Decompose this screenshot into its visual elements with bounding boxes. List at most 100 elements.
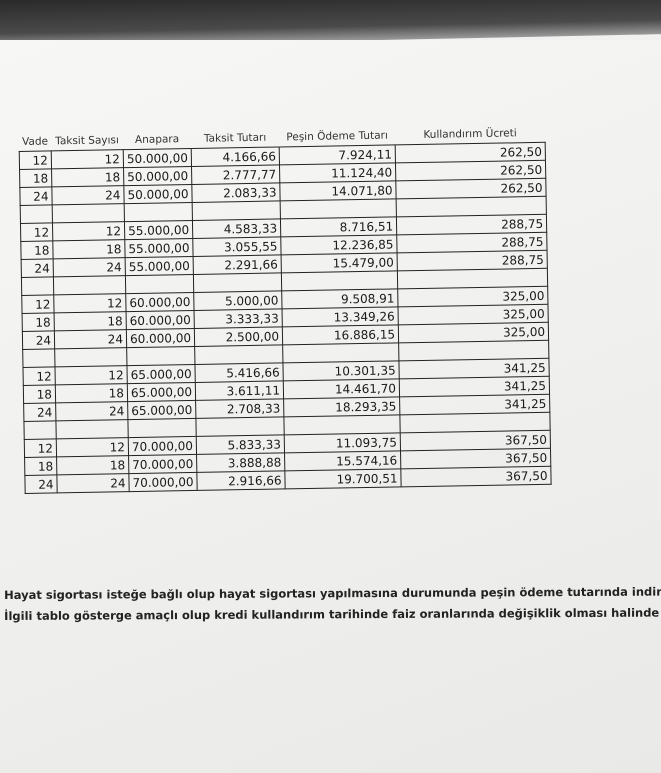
table-cell: 24	[21, 258, 54, 278]
table-cell: 3.888,88	[196, 452, 285, 473]
column-header: Taksit Tutarı	[203, 131, 267, 145]
table-cell: 60.000,00	[126, 328, 195, 348]
table-cell: 2.916,66	[196, 470, 286, 491]
table-cell: 24	[19, 186, 53, 206]
table-cell: 18	[52, 239, 126, 259]
empty-cell	[54, 347, 127, 367]
table-cell: 4.583,33	[192, 218, 281, 239]
table-cell: 12	[19, 150, 52, 170]
table-cell: 24	[53, 257, 126, 277]
empty-cell	[283, 414, 401, 435]
table-cell: 12	[24, 438, 57, 458]
empty-cell	[126, 346, 196, 366]
table-cell: 18	[54, 311, 127, 331]
column-header: Peşin Ödeme Tutarı	[286, 129, 388, 144]
empty-cell	[55, 419, 129, 439]
column-header: Taksit Sayısı	[55, 134, 119, 148]
table-cell: 18	[20, 240, 54, 260]
table-cell: 12	[21, 294, 55, 314]
table-cell: 15.479,00	[281, 252, 398, 273]
empty-cell	[52, 203, 125, 223]
empty-cell	[125, 274, 194, 294]
paper: Vade Taksit Sayısı Anapara Taksit Tutarı Peş…	[0, 40, 661, 773]
table-cell: 24	[54, 329, 127, 349]
table-cell: 18	[56, 455, 129, 475]
table-cell: 13.349,26	[282, 306, 399, 327]
table-cell: 24	[56, 473, 130, 493]
notes: Hayat sigortası isteğe bağlı olup hayat …	[4, 582, 661, 627]
table-cell: 24	[23, 402, 56, 422]
table-cell: 50.000,00	[123, 166, 192, 186]
table-cell: 367,50	[400, 466, 552, 487]
table-cell: 60.000,00	[125, 292, 195, 312]
table-cell: 65.000,00	[127, 382, 196, 402]
table-cell: 50.000,00	[123, 148, 192, 168]
empty-cell	[22, 348, 55, 368]
column-header: Vade	[21, 135, 49, 148]
table-body: 12 12 50.000,00 4.166,66 7.924,11 262,50 18 18 5…	[19, 142, 552, 494]
table-cell: 12	[20, 222, 53, 242]
table-cell: 14.461,70	[283, 378, 400, 399]
table-cell: 18	[19, 168, 52, 188]
table-cell: 2.777,77	[191, 164, 280, 185]
table-cell: 18	[55, 383, 128, 403]
table-cell: 12.236,85	[280, 234, 398, 255]
empty-cell	[192, 200, 281, 221]
empty-cell	[195, 416, 285, 437]
table-cell: 24	[51, 185, 125, 205]
table-cell: 70.000,00	[128, 472, 198, 492]
table-cell: 18	[22, 312, 55, 332]
table-cell: 2.500,00	[194, 326, 283, 347]
empty-cell	[280, 198, 397, 219]
table-cell: 18	[51, 167, 124, 187]
table-cell: 14.071,80	[279, 180, 397, 201]
table-cell: 70.000,00	[128, 454, 197, 474]
table-cell: 55.000,00	[124, 220, 193, 240]
table-cell: 3.611,11	[195, 380, 284, 401]
table-cell: 12	[51, 149, 124, 169]
empty-cell	[21, 276, 54, 296]
table-cell: 15.574,16	[284, 450, 401, 471]
table-cell: 24	[55, 401, 128, 421]
table-cell: 18	[24, 456, 57, 476]
table-cell: 50.000,00	[123, 184, 193, 204]
table-cell: 5.416,66	[195, 362, 284, 383]
table-cell: 12	[54, 365, 128, 385]
table-cell: 70.000,00	[128, 436, 197, 456]
table-cell: 19.700,51	[284, 468, 402, 489]
table-cell: 4.166,66	[191, 146, 280, 167]
table-cell: 18	[23, 384, 56, 404]
table-cell: 60.000,00	[126, 310, 195, 330]
table-cell: 16.886,15	[282, 324, 399, 345]
empty-cell	[20, 204, 53, 224]
note-line: İlgili tablo gösterge amaçlı olup kredi …	[4, 605, 660, 623]
table-cell: 65.000,00	[127, 400, 196, 420]
table-cell: 3.333,33	[194, 308, 283, 329]
empty-cell	[124, 202, 193, 222]
table-cell: 7.924,11	[279, 144, 396, 165]
table-cell: 65.000,00	[126, 364, 196, 384]
column-header: Anapara	[134, 133, 180, 146]
column-header: Kullandırım Ücreti	[423, 127, 517, 141]
empty-cell	[281, 270, 398, 291]
table-cell: 3.055,55	[192, 236, 282, 257]
empty-cell	[23, 420, 57, 440]
table-cell: 55.000,00	[124, 238, 194, 258]
empty-cell	[193, 272, 282, 293]
table-cell: 24	[24, 474, 58, 494]
table-cell: 2.083,33	[191, 182, 281, 203]
table-cell: 11.124,40	[279, 162, 396, 183]
table-cell: 9.508,91	[281, 288, 399, 309]
table-cell: 12	[56, 437, 129, 457]
table-cell: 10.301,35	[283, 360, 400, 381]
sheet: Vade Taksit Sayısı Anapara Taksit Tutarı Peş…	[18, 101, 552, 494]
table-cell: 24	[22, 330, 55, 350]
table-cell: 12	[22, 366, 56, 386]
empty-cell	[194, 344, 284, 365]
empty-cell	[282, 342, 400, 363]
loan-table: Vade Taksit Sayısı Anapara Taksit Tutarı Peş…	[18, 101, 552, 494]
table-cell: 55.000,00	[125, 256, 194, 276]
table-cell: 2.708,33	[195, 398, 284, 419]
table-cell: 12	[53, 293, 127, 313]
